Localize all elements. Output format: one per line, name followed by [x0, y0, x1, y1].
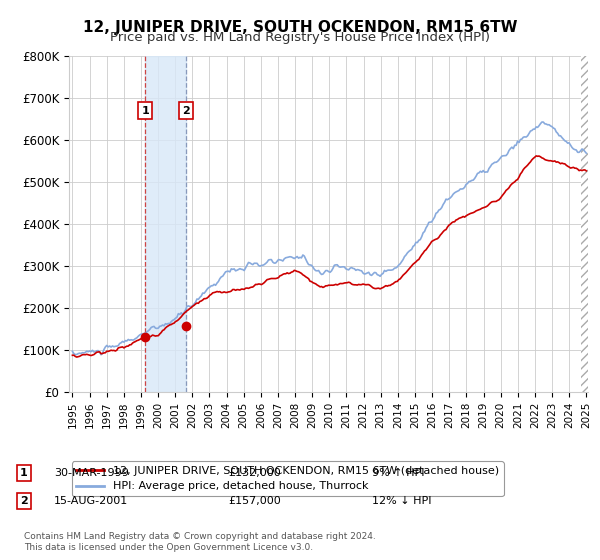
Text: £157,000: £157,000 — [228, 496, 281, 506]
Legend: 12, JUNIPER DRIVE, SOUTH OCKENDON, RM15 6TW (detached house), HPI: Average price: 12, JUNIPER DRIVE, SOUTH OCKENDON, RM15 … — [72, 461, 503, 496]
Text: 12% ↓ HPI: 12% ↓ HPI — [372, 496, 431, 506]
Text: 15-AUG-2001: 15-AUG-2001 — [54, 496, 128, 506]
Bar — [581, 56, 588, 392]
Text: 1: 1 — [20, 468, 28, 478]
Text: 9% ↑ HPI: 9% ↑ HPI — [372, 468, 425, 478]
Text: 2: 2 — [20, 496, 28, 506]
Text: 1: 1 — [142, 106, 149, 115]
Bar — [581, 56, 588, 392]
Text: 30-MAR-1999: 30-MAR-1999 — [54, 468, 129, 478]
Text: Price paid vs. HM Land Registry's House Price Index (HPI): Price paid vs. HM Land Registry's House … — [110, 31, 490, 44]
Text: Contains HM Land Registry data © Crown copyright and database right 2024.
This d: Contains HM Land Registry data © Crown c… — [24, 532, 376, 552]
Bar — [145, 56, 186, 392]
Text: 12, JUNIPER DRIVE, SOUTH OCKENDON, RM15 6TW: 12, JUNIPER DRIVE, SOUTH OCKENDON, RM15 … — [83, 20, 517, 35]
Text: 2: 2 — [182, 106, 190, 115]
Text: £132,000: £132,000 — [228, 468, 281, 478]
